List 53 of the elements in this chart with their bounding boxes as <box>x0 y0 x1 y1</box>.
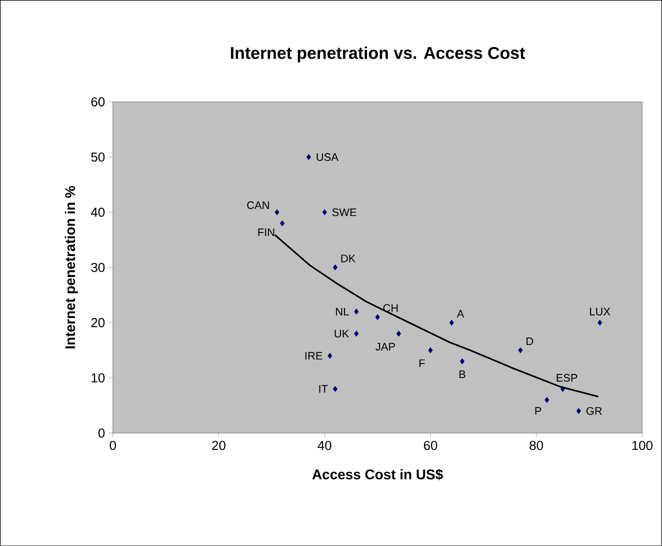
point <box>332 386 338 392</box>
point <box>280 220 285 226</box>
annotation: NL <box>336 308 349 316</box>
point <box>560 386 566 392</box>
point <box>332 264 338 270</box>
x-tick-label: 40 <box>318 440 332 450</box>
point <box>354 330 359 337</box>
annotation: A <box>456 310 464 318</box>
annotation: UK <box>334 330 350 338</box>
annotation: IT <box>319 385 328 393</box>
y-tick-label: 20 <box>91 318 105 328</box>
y-axis-title: Internet penetration in % <box>64 186 78 348</box>
annotation: CAN <box>247 201 269 210</box>
point <box>460 358 465 364</box>
point <box>518 347 523 354</box>
annotation: FIN <box>258 228 274 236</box>
x-axis-title: Access Cost in US$ <box>312 468 443 480</box>
annotation: LUX <box>590 308 610 316</box>
y-tick-label: 30 <box>91 262 105 272</box>
annotation: GR <box>586 407 602 415</box>
point <box>375 314 380 320</box>
annotation: JAP <box>376 342 395 351</box>
y-tick-label: 60 <box>91 97 105 106</box>
point <box>428 347 433 354</box>
annotation: B <box>459 370 466 378</box>
y-tick-label: 40 <box>90 208 105 217</box>
x-tick-label: 80 <box>530 440 544 450</box>
annotation: D <box>526 338 534 346</box>
point <box>449 320 454 326</box>
point <box>328 352 332 359</box>
point <box>544 396 550 403</box>
annotation: IRE <box>305 352 322 360</box>
point <box>274 209 280 216</box>
point <box>354 308 359 315</box>
x-tick-label: 0 <box>110 440 116 450</box>
point <box>322 209 327 216</box>
x-tick-label: 20 <box>212 440 226 450</box>
point <box>396 330 402 337</box>
annotation: DK <box>341 254 356 262</box>
point <box>576 408 581 414</box>
chart-title: Internet penetration vs. Access Cost <box>230 46 525 62</box>
y-tick-label: 10 <box>92 373 105 382</box>
y-tick-label: 50 <box>91 152 105 162</box>
point <box>598 320 602 326</box>
annotation: USA <box>316 153 338 161</box>
annotation: SWE <box>332 208 356 216</box>
x-tick-label: 100 <box>632 440 653 450</box>
annotation: ESP <box>556 374 578 382</box>
x-tick-label: 60 <box>424 440 438 450</box>
y-tick-label: 0 <box>98 428 105 438</box>
annotation: P <box>535 407 542 415</box>
annotation: F <box>419 359 425 368</box>
point <box>306 154 312 160</box>
